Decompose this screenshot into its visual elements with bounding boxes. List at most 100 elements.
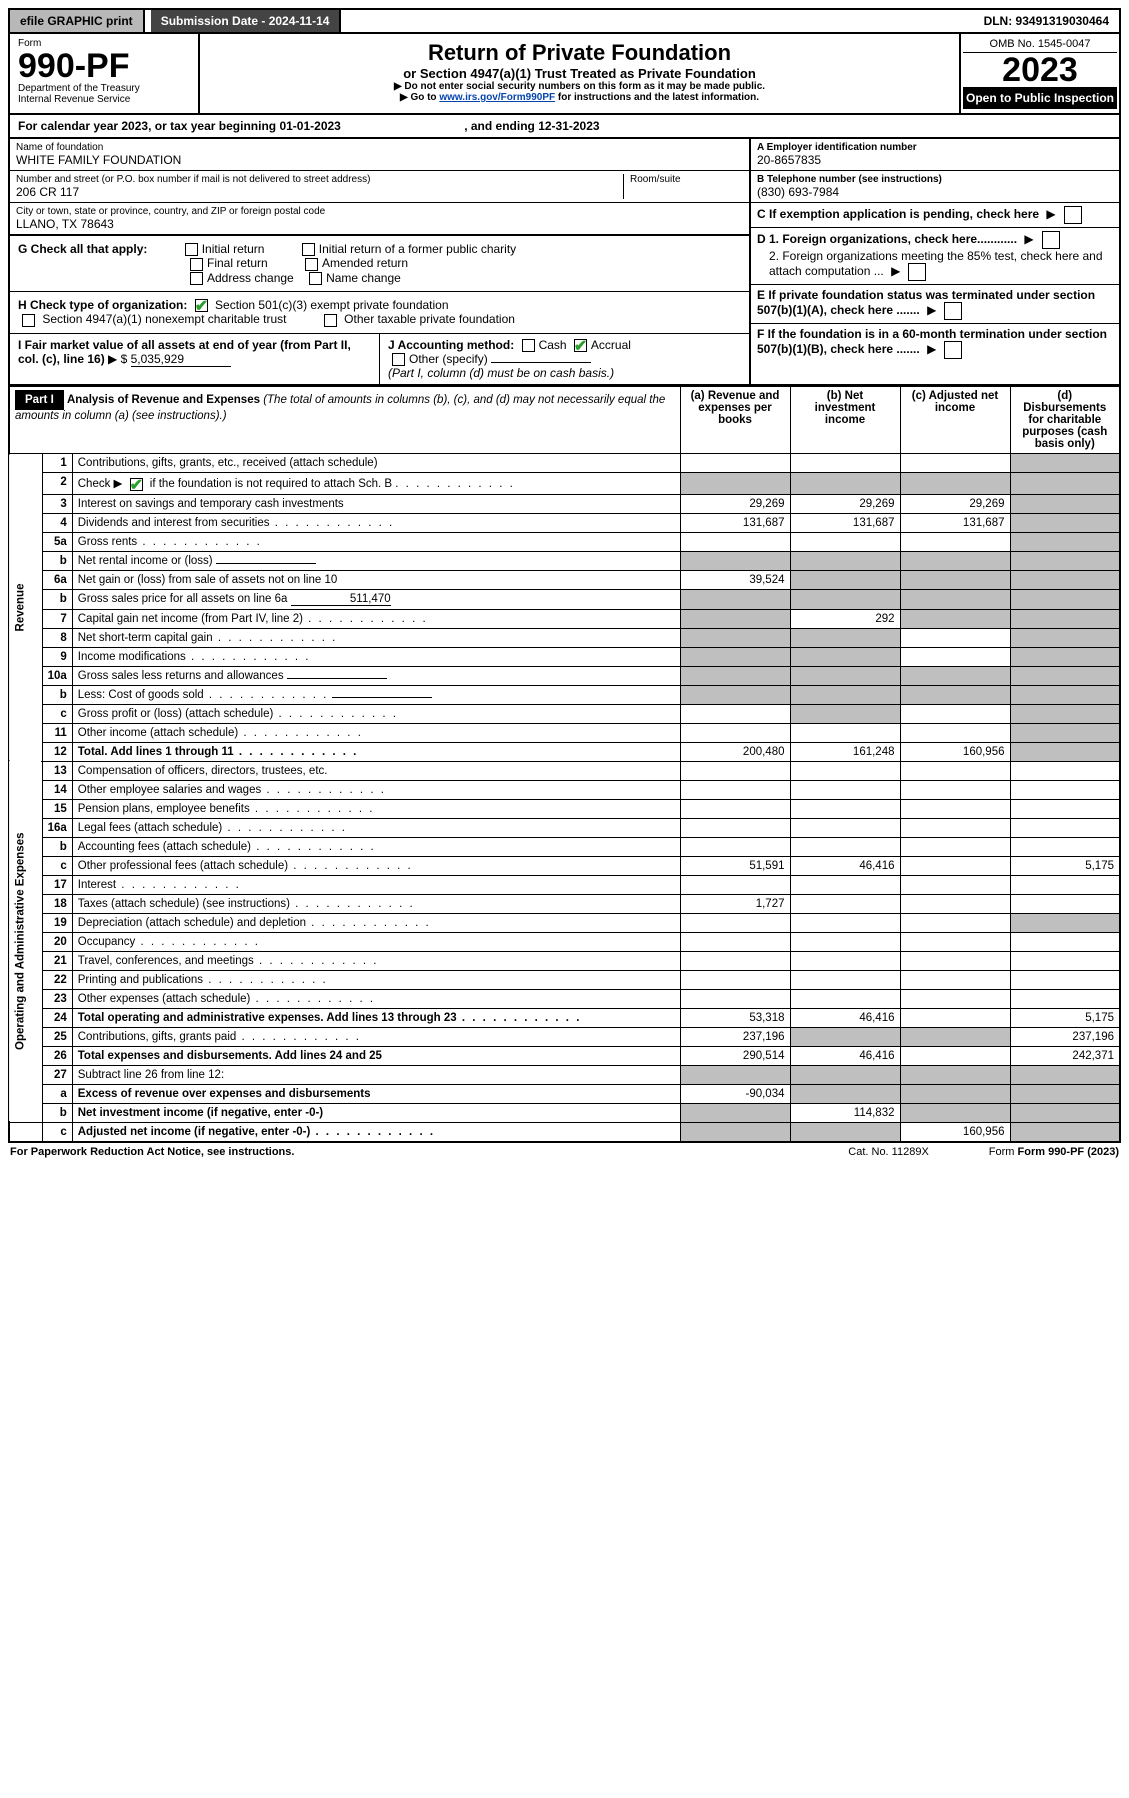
header-right: OMB No. 1545-0047 2023 Open to Public In… xyxy=(959,34,1119,113)
checkbox-initial-public[interactable] xyxy=(302,243,315,256)
row-12: 12 Total. Add lines 1 through 11 200,480… xyxy=(9,742,1120,761)
checkbox-other-taxable[interactable] xyxy=(324,314,337,327)
val-3b: 29,269 xyxy=(790,494,900,513)
part1-title: Analysis of Revenue and Expenses xyxy=(67,394,260,406)
checkbox-name-change[interactable] xyxy=(309,272,322,285)
checkbox-initial-return[interactable] xyxy=(185,243,198,256)
cal-end: 12-31-2023 xyxy=(538,119,599,133)
ln-27: 27 xyxy=(42,1065,72,1084)
checkbox-4947a1[interactable] xyxy=(22,314,35,327)
ln-20: 20 xyxy=(42,932,72,951)
val-27b: 114,832 xyxy=(790,1103,900,1122)
checkbox-e[interactable] xyxy=(944,302,962,320)
name-address-block: Name of foundation WHITE FAMILY FOUNDATI… xyxy=(10,139,749,384)
goto-pre: ▶ Go to xyxy=(400,92,439,103)
ln-2: 2 xyxy=(42,473,72,494)
pra-notice: For Paperwork Reduction Act Notice, see … xyxy=(10,1146,294,1158)
f-row: F If the foundation is in a 60-month ter… xyxy=(751,324,1119,362)
desc-12: Total. Add lines 1 through 11 xyxy=(72,742,680,761)
g-check-row: G Check all that apply: Initial return I… xyxy=(10,235,749,291)
val-16c-a: 51,591 xyxy=(680,856,790,875)
row-3: 3 Interest on savings and temporary cash… xyxy=(9,494,1120,513)
g-opt-1: Final return xyxy=(207,256,268,270)
form-ref-val: Form 990-PF (2023) xyxy=(1018,1146,1119,1158)
row-22: 22Printing and publications xyxy=(9,970,1120,989)
row-16a: 16aLegal fees (attach schedule) xyxy=(9,818,1120,837)
desc-14: Other employee salaries and wages xyxy=(72,780,680,799)
checkbox-accrual[interactable] xyxy=(574,339,587,352)
j-label: J Accounting method: xyxy=(388,338,514,352)
row-9: 9 Income modifications xyxy=(9,647,1120,666)
checkbox-final-return[interactable] xyxy=(190,258,203,271)
form-subtitle: or Section 4947(a)(1) Trust Treated as P… xyxy=(210,66,949,81)
room-label: Room/suite xyxy=(630,174,743,185)
irs-link[interactable]: www.irs.gov/Form990PF xyxy=(439,92,555,103)
note-no-ssn: ▶ Do not enter social security numbers o… xyxy=(210,81,949,92)
city-label: City or town, state or province, country… xyxy=(16,206,743,217)
ln-8: 8 xyxy=(42,628,72,647)
desc-27: Subtract line 26 from line 12: xyxy=(72,1065,680,1084)
ein-value: 20-8657835 xyxy=(757,153,1113,167)
phone-value: (830) 693-7984 xyxy=(757,185,1113,199)
checkbox-cash[interactable] xyxy=(522,339,535,352)
col-c-header: (c) Adjusted net income xyxy=(900,387,1010,454)
h-check-row: H Check type of organization: Section 50… xyxy=(10,291,749,333)
calendar-year-row: For calendar year 2023, or tax year begi… xyxy=(8,115,1121,139)
h-opt-1: Section 501(c)(3) exempt private foundat… xyxy=(215,298,448,312)
desc-11: Other income (attach schedule) xyxy=(72,723,680,742)
desc-2-post: if the foundation is not required to att… xyxy=(150,478,392,490)
d-row: D 1. Foreign organizations, check here..… xyxy=(751,228,1119,285)
ln-17: 17 xyxy=(42,875,72,894)
checkbox-amended[interactable] xyxy=(305,258,318,271)
ln-19: 19 xyxy=(42,913,72,932)
c-label: C If exemption application is pending, c… xyxy=(757,207,1039,221)
ln-1: 1 xyxy=(42,454,72,473)
row-24: 24 Total operating and administrative ex… xyxy=(9,1008,1120,1027)
ln-24: 24 xyxy=(42,1008,72,1027)
address-value: 206 CR 117 xyxy=(16,185,623,199)
checkbox-d1[interactable] xyxy=(1042,231,1060,249)
col-d-header: (d) Disbursements for charitable purpose… xyxy=(1010,387,1120,454)
checkbox-other-method[interactable] xyxy=(392,353,405,366)
row-27b: b Net investment income (if negative, en… xyxy=(9,1103,1120,1122)
val-26a: 290,514 xyxy=(680,1046,790,1065)
val-4b: 131,687 xyxy=(790,513,900,532)
e-row: E If private foundation status was termi… xyxy=(751,285,1119,324)
dln: DLN: 93491319030464 xyxy=(974,10,1119,32)
checkbox-d2[interactable] xyxy=(908,263,926,281)
address-row: Number and street (or P.O. box number if… xyxy=(10,171,749,203)
checkbox-501c3[interactable] xyxy=(195,299,208,312)
row-19: 19Depreciation (attach schedule) and dep… xyxy=(9,913,1120,932)
desc-17: Interest xyxy=(72,875,680,894)
val-12c: 160,956 xyxy=(900,742,1010,761)
efile-print-button[interactable]: efile GRAPHIC print xyxy=(10,10,145,32)
checkbox-schb[interactable] xyxy=(130,478,143,491)
desc-19: Depreciation (attach schedule) and deple… xyxy=(72,913,680,932)
val-7b: 292 xyxy=(790,609,900,628)
g-opt-4: Amended return xyxy=(322,256,408,270)
city-row: City or town, state or province, country… xyxy=(10,203,749,235)
ln-11: 11 xyxy=(42,723,72,742)
ln-6a: 6a xyxy=(42,570,72,589)
row-10a: 10a Gross sales less returns and allowan… xyxy=(9,666,1120,685)
checkbox-address-change[interactable] xyxy=(190,272,203,285)
j-other: Other (specify) xyxy=(409,352,488,366)
ln-22: 22 xyxy=(42,970,72,989)
desc-6a: Net gain or (loss) from sale of assets n… xyxy=(72,570,680,589)
row-27c: c Adjusted net income (if negative, ente… xyxy=(9,1122,1120,1142)
part1-table: Part I Analysis of Revenue and Expenses … xyxy=(8,386,1121,1142)
checkbox-f[interactable] xyxy=(944,341,962,359)
address-label: Number and street (or P.O. box number if… xyxy=(16,174,623,185)
submission-date: Submission Date - 2024-11-14 xyxy=(151,10,342,32)
row-10c: c Gross profit or (loss) (attach schedul… xyxy=(9,704,1120,723)
desc-18: Taxes (attach schedule) (see instruction… xyxy=(72,894,680,913)
desc-3: Interest on savings and temporary cash i… xyxy=(72,494,680,513)
val-25d: 237,196 xyxy=(1010,1027,1120,1046)
open-to-public: Open to Public Inspection xyxy=(963,87,1117,109)
ij-row: I Fair market value of all assets at end… xyxy=(10,333,749,385)
checkbox-c[interactable] xyxy=(1064,206,1082,224)
goto-post: for instructions and the latest informat… xyxy=(558,92,759,103)
desc-13: Compensation of officers, directors, tru… xyxy=(72,761,680,780)
g-opt-0: Initial return xyxy=(202,242,265,256)
ln-4: 4 xyxy=(42,513,72,532)
